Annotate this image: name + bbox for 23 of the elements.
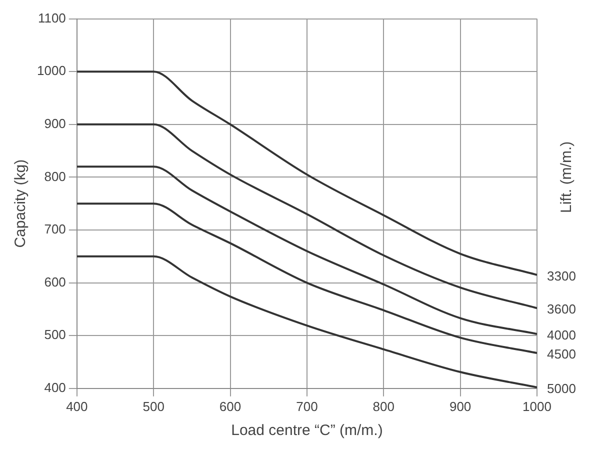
y-tick-label: 1100 — [38, 10, 66, 26]
y-tick-label: 600 — [44, 274, 66, 290]
y-axis-title: Capacity (kg) — [12, 159, 30, 248]
series-label: 3300 — [547, 268, 576, 284]
y-tick-label: 400 — [44, 380, 66, 395]
x-tick-label: 400 — [66, 398, 88, 414]
series-label: 3600 — [547, 302, 576, 317]
series-label: 4000 — [547, 328, 576, 343]
x-tick-label: 800 — [372, 398, 394, 414]
y-tick-label: 1000 — [37, 63, 66, 78]
x-tick-label: 600 — [219, 398, 242, 414]
y2-axis-title: Lift. (m/m.) — [558, 141, 576, 214]
y-tick-label: 900 — [44, 116, 66, 131]
series-label: 5000 — [547, 380, 576, 396]
y-tick-label: 700 — [44, 222, 66, 237]
y-tick-label: 800 — [44, 168, 66, 184]
x-tick-label: 1000 — [522, 398, 552, 414]
x-tick-label: 900 — [449, 398, 472, 414]
x-tick-label: 700 — [296, 398, 318, 414]
y-tick-label: 500 — [44, 327, 66, 342]
series-label: 4500 — [547, 346, 576, 362]
x-tick-label: 500 — [142, 398, 164, 414]
x-axis-title: Load centre “C” (m/m.) — [231, 422, 383, 440]
